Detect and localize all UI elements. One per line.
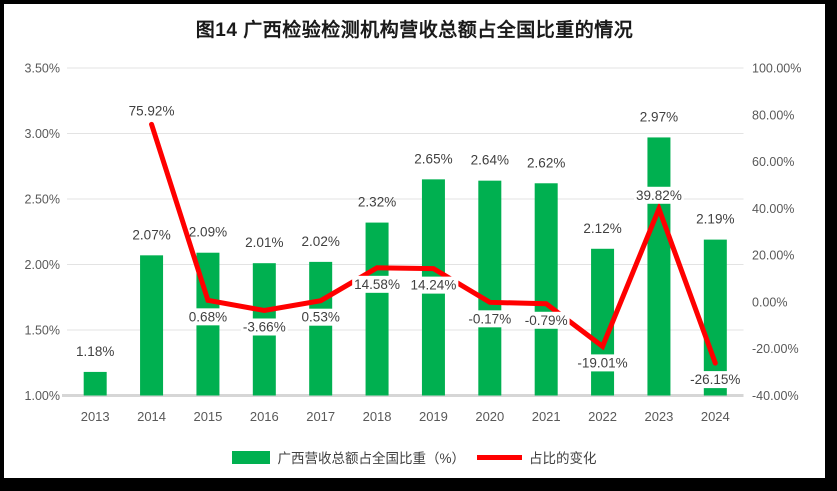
bar-label-2024: 2.19% (696, 212, 734, 227)
line-label-2023: 39.82% (636, 188, 682, 203)
right-tick-label: 60.00% (752, 155, 794, 169)
line-label-2019: 14.24% (411, 278, 457, 293)
x-tick-label-2018: 2018 (363, 409, 392, 424)
line-label-2018: 14.58% (354, 277, 400, 292)
x-tick-label-2014: 2014 (137, 409, 166, 424)
line-label-bg (352, 275, 402, 293)
legend-line-swatch-icon (477, 454, 522, 460)
left-tick-label: 1.00% (25, 389, 60, 403)
legend-item-bar: 广西营收总额占全国比重（%） (232, 447, 465, 467)
bar-2018 (365, 222, 389, 396)
line-label-bg (240, 318, 288, 336)
bar-label-2023: 2.97% (640, 109, 678, 124)
legend: 广西营收总额占全国比重（%） 占比的变化 (4, 447, 825, 467)
bar-label-2022: 2.12% (583, 221, 621, 236)
line-label-bg (299, 308, 342, 326)
right-tick-label: -20.00% (752, 342, 799, 356)
left-tick-label: 3.00% (25, 127, 60, 141)
left-tick-label: 2.50% (25, 193, 60, 207)
left-tick-label: 1.50% (25, 324, 60, 338)
x-tick-label-2017: 2017 (306, 409, 335, 424)
line-label-2016: -3.66% (243, 319, 286, 334)
bar-label-2021: 2.62% (527, 155, 565, 170)
right-tick-label: 20.00% (752, 249, 794, 263)
left-tick-label: 3.50% (25, 62, 60, 76)
chart-title: 图14 广西检验检测机构营收总额占全国比重的情况 (195, 20, 634, 41)
bar-2013 (83, 371, 107, 396)
line-label-bg (688, 371, 743, 389)
left-tick-label: 2.00% (25, 258, 60, 272)
legend-item-line: 占比的变化 (477, 447, 597, 467)
x-tick-label-2019: 2019 (419, 409, 448, 424)
line-labels: 75.92% 0.68% -3.66% 0.53% 14.58% 14.24% -0.17%… (126, 102, 743, 389)
line-label-bg (466, 310, 514, 328)
bar-label-2019: 2.65% (414, 151, 452, 166)
line-label-bg (186, 308, 230, 326)
bar-label-2017: 2.02% (302, 234, 340, 249)
x-tick-label-2022: 2022 (588, 409, 617, 424)
bar-2024 (703, 239, 727, 396)
line-label-bg (408, 276, 459, 294)
right-axis-labels: -40.00% -20.00% 0.00% 20.00% 40.00% 60.00% 80.… (752, 62, 801, 404)
x-tick-label-2016: 2016 (250, 409, 279, 424)
line-label-2017: 0.53% (302, 310, 340, 325)
line-label-2015: 0.68% (189, 309, 227, 324)
line-label-bg (575, 354, 630, 372)
line-label-2021: -0.79% (525, 313, 568, 328)
x-tick-label-2024: 2024 (701, 409, 730, 424)
bar-2023 (647, 137, 671, 396)
line-label-2014: 75.92% (129, 103, 175, 118)
left-axis-labels: 1.00% 1.50% 2.00% 2.50% 3.00% 3.50% (25, 62, 60, 404)
bar-2021 (534, 183, 558, 396)
right-tick-label: 40.00% (752, 202, 794, 216)
bar-2017 (309, 261, 333, 396)
line-label-bg (634, 186, 684, 204)
plot-svg: 1.18% 2.07% 2.09% 2.01% 2.02% 2.32% 2.65% 2.64%… (25, 62, 802, 425)
bar-label-2016: 2.01% (245, 235, 283, 250)
legend-bar-swatch-icon (232, 450, 271, 464)
line-label-2020: -0.17% (468, 311, 511, 326)
bar-label-2020: 2.64% (471, 153, 509, 168)
x-tick-label-2015: 2015 (193, 409, 222, 424)
bar-label-2013: 1.18% (76, 344, 114, 359)
x-tick-label-2020: 2020 (475, 409, 504, 424)
bar-2020 (478, 180, 502, 396)
x-tick-label-2023: 2023 (644, 409, 673, 424)
legend-bar-label: 广西营收总额占全国比重（%） (277, 451, 465, 466)
x-axis-labels: 2013 2014 2015 2016 2017 2018 2019 2020 2021 2022… (81, 409, 730, 424)
legend-line-label: 占比的变化 (529, 451, 597, 466)
line-label-2022: -19.01% (577, 355, 627, 370)
right-tick-label: 100.00% (752, 62, 801, 76)
line-label-bg (522, 311, 570, 329)
line-label-bg (126, 102, 177, 120)
right-tick-label: 80.00% (752, 108, 794, 122)
change-line (149, 121, 718, 366)
bar-label-2015: 2.09% (189, 225, 227, 240)
x-tick-label-2021: 2021 (532, 409, 561, 424)
bar-label-2018: 2.32% (358, 195, 396, 210)
right-tick-label: 0.00% (752, 295, 787, 309)
bar-label-2014: 2.07% (132, 227, 170, 242)
bar-2014 (140, 255, 164, 396)
x-tick-label-2013: 2013 (81, 409, 110, 424)
gridlines (67, 67, 744, 331)
line-label-2024: -26.15% (690, 372, 740, 387)
right-tick-label: -40.00% (752, 389, 799, 403)
bar-labels: 1.18% 2.07% 2.09% 2.01% 2.02% 2.32% 2.65% 2.64%… (76, 109, 734, 358)
